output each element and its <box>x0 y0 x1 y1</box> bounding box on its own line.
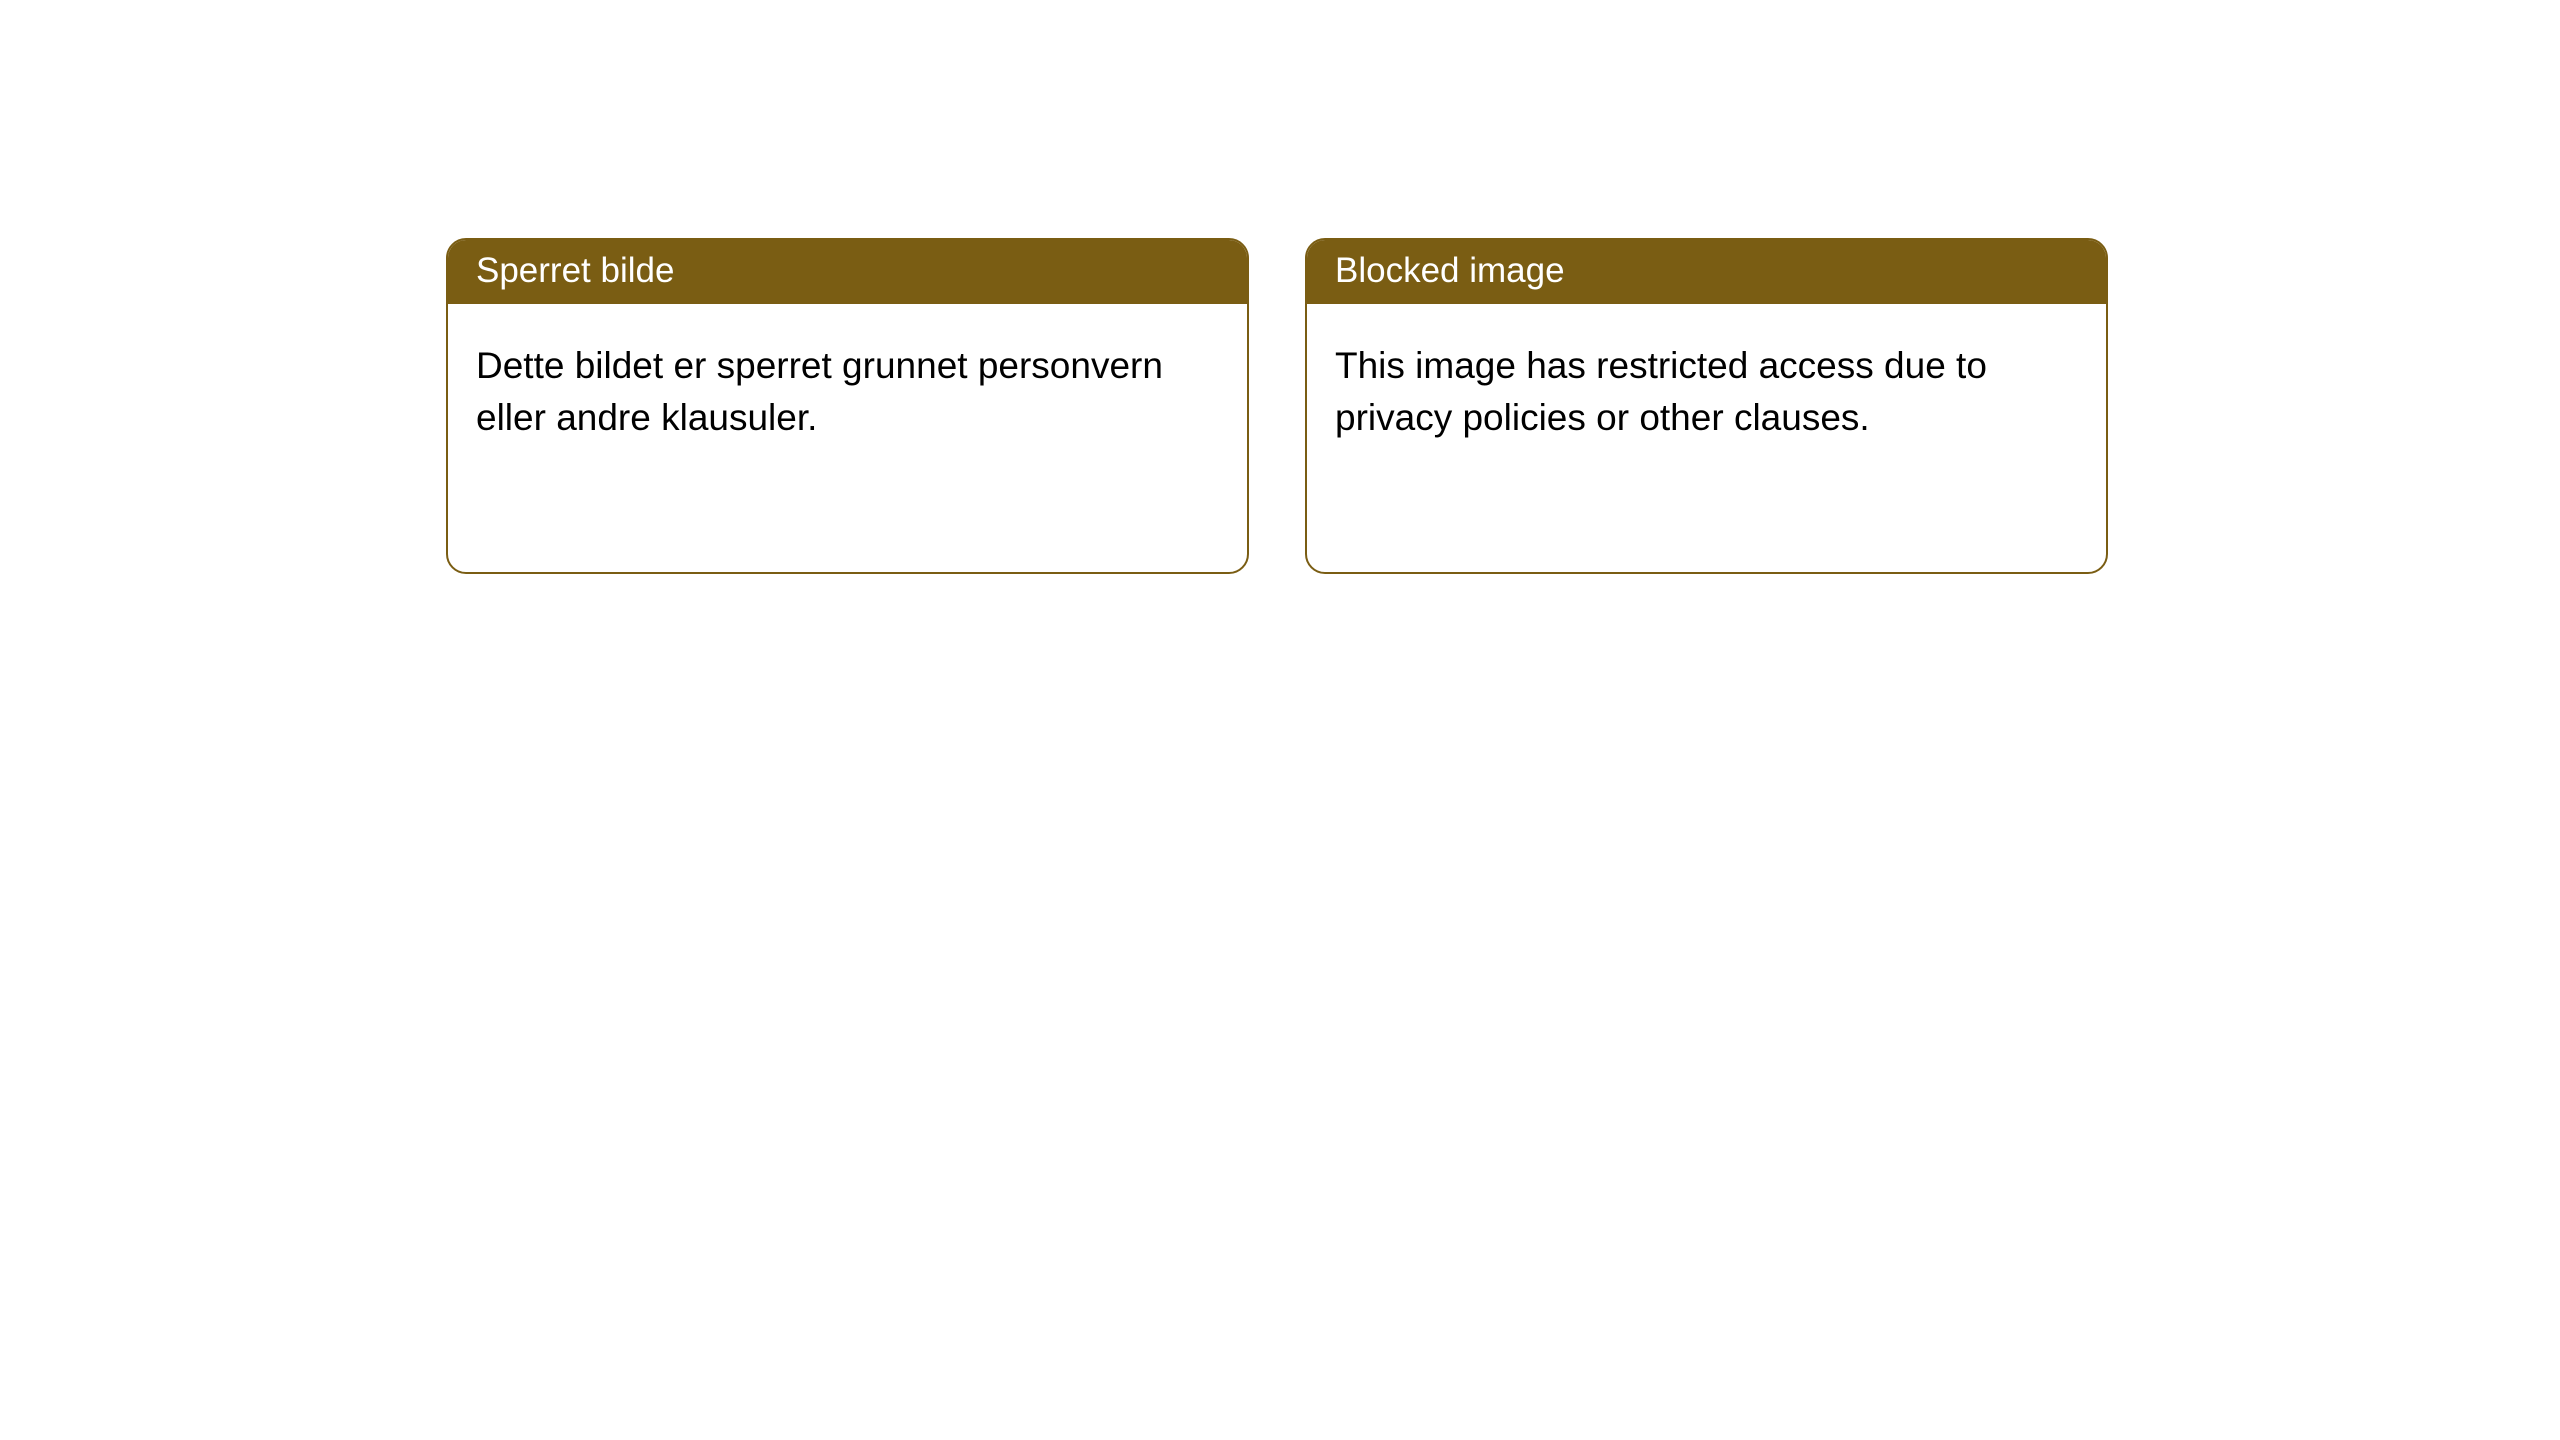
notice-card-body: This image has restricted access due to … <box>1307 304 2106 472</box>
notice-card-en: Blocked image This image has restricted … <box>1305 238 2108 574</box>
notice-card-title: Sperret bilde <box>448 240 1247 304</box>
notice-card-title: Blocked image <box>1307 240 2106 304</box>
notice-card-body: Dette bildet er sperret grunnet personve… <box>448 304 1247 472</box>
notice-container: Sperret bilde Dette bildet er sperret gr… <box>0 0 2560 574</box>
notice-card-no: Sperret bilde Dette bildet er sperret gr… <box>446 238 1249 574</box>
